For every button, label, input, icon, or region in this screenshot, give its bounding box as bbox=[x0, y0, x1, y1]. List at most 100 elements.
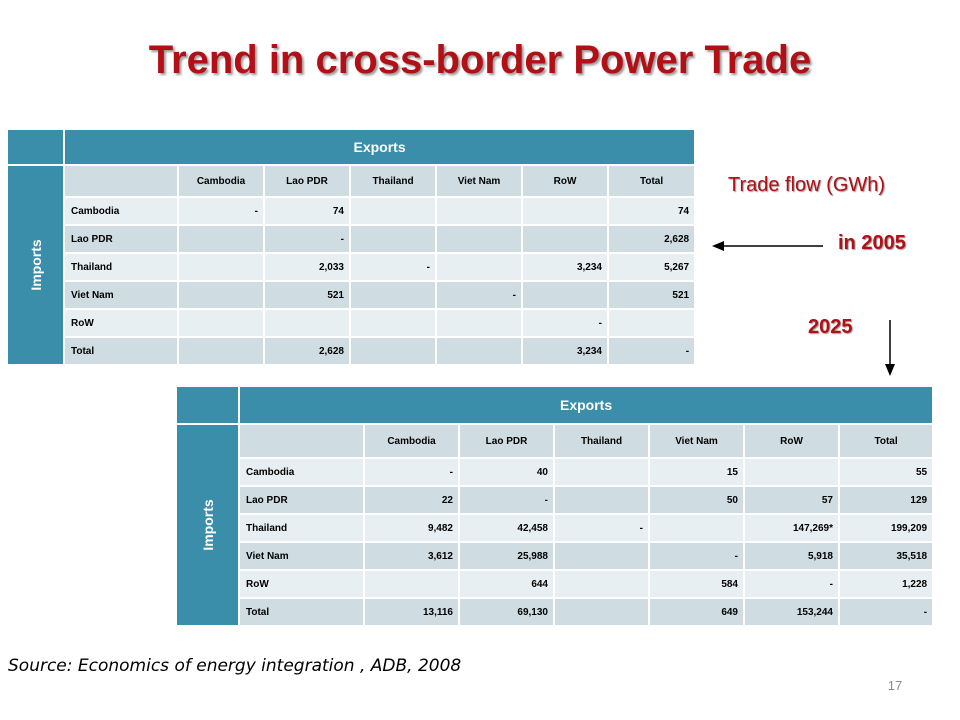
column-header: Cambodia bbox=[177, 164, 265, 198]
trade-flow-label: Trade flow (GWh) bbox=[728, 174, 886, 196]
column-header: Lao PDR bbox=[263, 164, 351, 198]
table-cell: - bbox=[435, 280, 523, 310]
table-cell: 74 bbox=[606, 196, 697, 226]
column-header: RoW bbox=[521, 164, 609, 198]
table-cell bbox=[435, 308, 523, 338]
exports-header: Exports bbox=[237, 385, 935, 425]
column-header: Viet Nam bbox=[648, 423, 745, 459]
table-cell: 13,116 bbox=[363, 597, 460, 627]
table-cell: 3,234 bbox=[521, 336, 609, 366]
table-cell bbox=[349, 308, 437, 338]
table-cell: 2,628 bbox=[606, 224, 697, 254]
table-cell bbox=[435, 224, 523, 254]
row-label: Total bbox=[238, 597, 365, 627]
table-cell: 3,234 bbox=[521, 252, 609, 282]
row-label: Cambodia bbox=[63, 196, 179, 226]
row-label: Viet Nam bbox=[63, 280, 179, 310]
table-cell: - bbox=[837, 597, 935, 627]
row-label: RoW bbox=[238, 569, 365, 599]
table-cell bbox=[363, 569, 460, 599]
table-cell: 15 bbox=[648, 457, 745, 487]
column-header: Cambodia bbox=[363, 423, 460, 459]
table-cell: - bbox=[606, 336, 697, 366]
table-cell: 42,458 bbox=[458, 513, 555, 543]
table-cell: 55 bbox=[837, 457, 935, 487]
year-2025-label: 2025 bbox=[808, 316, 853, 338]
table-cell: 35,518 bbox=[837, 541, 935, 571]
left-arrow-icon bbox=[712, 241, 823, 251]
row-label: Lao PDR bbox=[63, 224, 179, 254]
slide-title: Trend in cross-border Power Trade bbox=[148, 38, 812, 82]
table-corner bbox=[175, 385, 240, 425]
table-corner bbox=[6, 128, 65, 166]
table-cell: 40 bbox=[458, 457, 555, 487]
table-cell: 57 bbox=[743, 485, 840, 515]
table-cell bbox=[606, 308, 697, 338]
table-cell: 644 bbox=[458, 569, 555, 599]
row-label: Total bbox=[63, 336, 179, 366]
table-cell: 5,267 bbox=[606, 252, 697, 282]
source-citation: Source: Economics of energy integration … bbox=[8, 656, 462, 676]
year-2005-label: in 2005 bbox=[838, 232, 906, 254]
table-cell bbox=[553, 597, 650, 627]
table-cell bbox=[521, 280, 609, 310]
table-cell: - bbox=[521, 308, 609, 338]
table-cell: - bbox=[177, 196, 265, 226]
table-cell: 147,269* bbox=[743, 513, 840, 543]
table-cell: - bbox=[349, 252, 437, 282]
table-cell bbox=[648, 513, 745, 543]
table-cell bbox=[177, 224, 265, 254]
table-cell bbox=[553, 485, 650, 515]
table-cell: 22 bbox=[363, 485, 460, 515]
table-cell bbox=[553, 569, 650, 599]
column-header: Total bbox=[837, 423, 935, 459]
row-label: Lao PDR bbox=[238, 485, 365, 515]
page-number: 17 bbox=[887, 678, 903, 693]
table-cell: 25,988 bbox=[458, 541, 555, 571]
table-cell bbox=[521, 196, 609, 226]
table-cell bbox=[177, 336, 265, 366]
table-cell: - bbox=[743, 569, 840, 599]
table-cell: 3,612 bbox=[363, 541, 460, 571]
table-cell bbox=[521, 224, 609, 254]
column-header: Viet Nam bbox=[435, 164, 523, 198]
table-cell: 69,130 bbox=[458, 597, 555, 627]
table-cell: - bbox=[458, 485, 555, 515]
row-label: Cambodia bbox=[238, 457, 365, 487]
table-cell: 2,628 bbox=[263, 336, 351, 366]
table-cell: 2,033 bbox=[263, 252, 351, 282]
imports-header: Imports bbox=[6, 164, 65, 366]
column-header: RoW bbox=[743, 423, 840, 459]
table-cell: 5,918 bbox=[743, 541, 840, 571]
table-cell bbox=[553, 541, 650, 571]
row-label: Thailand bbox=[63, 252, 179, 282]
table-cell: 50 bbox=[648, 485, 745, 515]
table-cell: 521 bbox=[606, 280, 697, 310]
table-cell: - bbox=[553, 513, 650, 543]
table-cell: 1,228 bbox=[837, 569, 935, 599]
table-cell: 521 bbox=[263, 280, 351, 310]
exports-header: Exports bbox=[62, 128, 697, 166]
table-cell bbox=[177, 308, 265, 338]
row-label: Viet Nam bbox=[238, 541, 365, 571]
table-cell bbox=[743, 457, 840, 487]
imports-label: Imports bbox=[27, 239, 44, 291]
table-cell bbox=[349, 280, 437, 310]
table-cell bbox=[349, 196, 437, 226]
column-header bbox=[238, 423, 365, 459]
table-cell: 74 bbox=[263, 196, 351, 226]
table-cell: 129 bbox=[837, 485, 935, 515]
table-cell: 649 bbox=[648, 597, 745, 627]
column-header: Total bbox=[606, 164, 697, 198]
trade-table-2025: Exports Imports Cambodia Lao PDR Thailan… bbox=[175, 385, 935, 627]
table-cell bbox=[435, 336, 523, 366]
table-cell: - bbox=[263, 224, 351, 254]
imports-header: Imports bbox=[175, 423, 240, 627]
column-header: Thailand bbox=[349, 164, 437, 198]
column-header bbox=[63, 164, 179, 198]
down-arrow-icon bbox=[885, 320, 895, 376]
table-cell bbox=[435, 196, 523, 226]
column-header: Lao PDR bbox=[458, 423, 555, 459]
table-cell: - bbox=[648, 541, 745, 571]
table-cell: 584 bbox=[648, 569, 745, 599]
